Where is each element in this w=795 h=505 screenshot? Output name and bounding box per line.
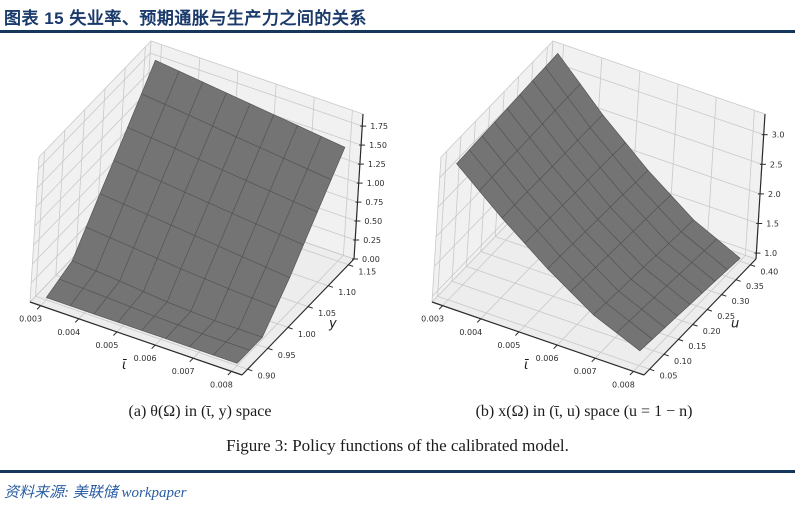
svg-text:0.50: 0.50 bbox=[364, 217, 382, 226]
svg-text:1.10: 1.10 bbox=[338, 288, 356, 297]
svg-text:1.05: 1.05 bbox=[318, 309, 336, 318]
svg-text:0.005: 0.005 bbox=[95, 341, 118, 350]
figure-caption: Figure 3: Policy functions of the calibr… bbox=[226, 436, 569, 455]
svg-text:0.006: 0.006 bbox=[134, 354, 157, 363]
page-title: 图表 15 失业率、预期通胀与生产力之间的关系 bbox=[4, 9, 367, 28]
svg-text:1.5: 1.5 bbox=[766, 220, 779, 229]
title-underline bbox=[0, 30, 795, 33]
svg-text:0.40: 0.40 bbox=[760, 267, 778, 276]
svg-text:0.004: 0.004 bbox=[459, 328, 482, 337]
svg-text:ῑ: ῑ bbox=[122, 358, 127, 373]
svg-text:0.003: 0.003 bbox=[421, 315, 444, 324]
source-note: 资料来源: 美联储 workpaper bbox=[4, 485, 187, 501]
svg-text:0.004: 0.004 bbox=[57, 328, 80, 337]
svg-text:0.25: 0.25 bbox=[363, 236, 381, 245]
svg-text:0.005: 0.005 bbox=[497, 341, 520, 350]
surface-plot-a: 0.003 0.004 0.005 0.006 0.007 0.008 0.90 0.95 1.… bbox=[19, 40, 388, 389]
svg-text:u: u bbox=[731, 317, 739, 332]
subcaption-b: (b) x(Ω) in (ῑ, u) space (u = 1 − n) bbox=[475, 403, 693, 420]
svg-text:1.00: 1.00 bbox=[367, 179, 385, 188]
svg-text:0.006: 0.006 bbox=[536, 354, 559, 363]
svg-text:0.008: 0.008 bbox=[612, 380, 635, 389]
footer-rule bbox=[0, 470, 795, 473]
svg-text:0.20: 0.20 bbox=[703, 327, 721, 336]
svg-text:0.10: 0.10 bbox=[674, 357, 692, 366]
svg-text:0.25: 0.25 bbox=[717, 312, 735, 321]
svg-text:0.35: 0.35 bbox=[746, 282, 764, 291]
surface-plot-b: 0.003 0.004 0.005 0.006 0.007 0.008 0.05 0.10 0.… bbox=[421, 40, 785, 389]
svg-text:0.003: 0.003 bbox=[19, 315, 42, 324]
svg-text:y: y bbox=[328, 317, 337, 332]
svg-text:0.00: 0.00 bbox=[362, 255, 380, 264]
svg-text:1.75: 1.75 bbox=[370, 122, 388, 131]
svg-text:0.007: 0.007 bbox=[574, 367, 597, 376]
svg-text:2.5: 2.5 bbox=[770, 160, 783, 169]
svg-text:0.007: 0.007 bbox=[172, 367, 195, 376]
subcaption-a: (a) θ(Ω) in (ῑ, y) space bbox=[128, 403, 272, 420]
svg-text:0.30: 0.30 bbox=[732, 297, 750, 306]
svg-text:1.25: 1.25 bbox=[368, 160, 386, 169]
svg-text:1.0: 1.0 bbox=[764, 249, 777, 258]
svg-text:0.008: 0.008 bbox=[210, 380, 233, 389]
svg-text:0.75: 0.75 bbox=[366, 198, 384, 207]
svg-text:ῑ: ῑ bbox=[524, 358, 529, 373]
svg-text:1.50: 1.50 bbox=[369, 141, 387, 150]
svg-text:0.15: 0.15 bbox=[688, 342, 706, 351]
svg-text:1.00: 1.00 bbox=[298, 330, 316, 339]
svg-text:0.05: 0.05 bbox=[660, 372, 678, 381]
svg-text:3.0: 3.0 bbox=[772, 131, 785, 140]
svg-text:2.0: 2.0 bbox=[768, 190, 781, 199]
svg-text:1.15: 1.15 bbox=[358, 267, 376, 276]
svg-text:0.95: 0.95 bbox=[278, 351, 296, 360]
svg-text:0.90: 0.90 bbox=[258, 372, 276, 381]
